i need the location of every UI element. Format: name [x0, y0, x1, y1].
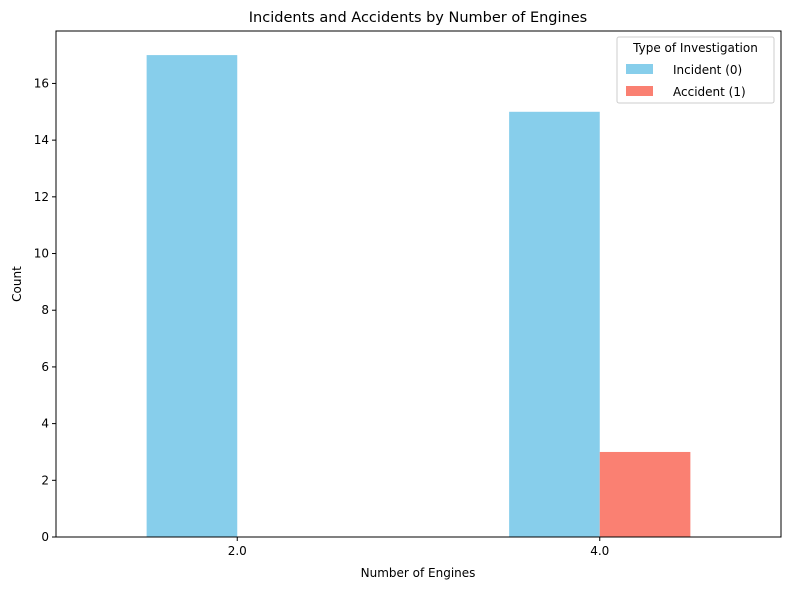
x-axis-ticks: 2.0 4.0 [228, 537, 609, 558]
bar-incident-0 [146, 55, 238, 537]
y-tick-label: 6 [41, 360, 49, 374]
legend: Type of Investigation Incident (0) Accid… [616, 36, 775, 104]
y-axis-ticks: 0 2 4 6 8 10 12 14 16 [34, 76, 56, 544]
y-tick-label: 0 [41, 530, 49, 544]
x-tick-label: 4.0 [590, 544, 609, 558]
bars-group [146, 55, 691, 537]
y-tick-label: 8 [41, 303, 49, 317]
chart-title: Incidents and Accidents by Number of Eng… [249, 10, 587, 26]
x-axis-label: Number of Engines [361, 566, 476, 580]
legend-title: Type of Investigation [632, 41, 758, 55]
legend-label-accident: Accident (1) [673, 85, 746, 99]
legend-swatch-incident [626, 64, 653, 74]
bar-accident-1 [599, 451, 691, 537]
y-tick-label: 10 [34, 247, 49, 261]
y-tick-label: 4 [41, 417, 49, 431]
legend-label-incident: Incident (0) [673, 63, 742, 77]
y-tick-label: 2 [41, 473, 49, 487]
bar-incident-1 [509, 111, 600, 537]
x-tick-label: 2.0 [228, 544, 247, 558]
legend-box [616, 36, 775, 104]
y-axis-label: Count [10, 266, 24, 302]
y-tick-label: 14 [34, 133, 49, 147]
legend-swatch-accident [626, 86, 653, 96]
plot-frame [55, 30, 782, 538]
y-tick-label: 12 [34, 190, 49, 204]
y-tick-label: 16 [34, 76, 49, 90]
